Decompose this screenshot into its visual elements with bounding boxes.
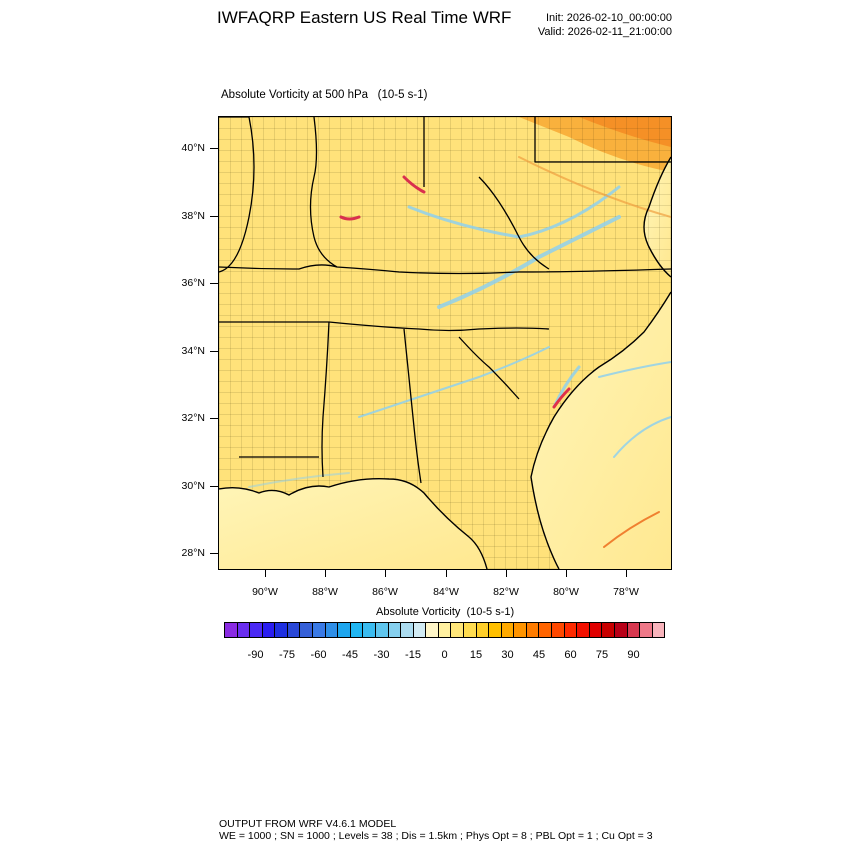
colorbar-swatch <box>300 623 314 637</box>
colorbar-swatch <box>401 623 414 637</box>
colorbar-swatch <box>640 623 653 637</box>
colorbar-swatch <box>350 623 364 637</box>
colorbar-swatch <box>614 623 628 637</box>
lat-label: 36°N <box>181 277 205 289</box>
lat-tick <box>210 283 218 284</box>
gulf-of-mexico <box>219 478 487 569</box>
colorbar-swatch <box>388 623 402 637</box>
vorticity-map <box>218 116 672 570</box>
colorbar-label: 90 <box>627 649 640 661</box>
colorbar <box>224 622 665 638</box>
colorbar-swatch <box>476 623 490 637</box>
lon-tick <box>265 570 266 577</box>
colorbar-swatch <box>577 623 590 637</box>
colorbar-swatch <box>325 623 339 637</box>
lon-tick <box>325 570 326 577</box>
lon-label: 88°W <box>312 586 338 598</box>
colorbar-swatch <box>552 623 565 637</box>
colorbar-swatch <box>225 623 238 637</box>
colorbar-swatch <box>375 623 389 637</box>
lon-label: 90°W <box>252 586 278 598</box>
lat-tick <box>210 351 218 352</box>
colorbar-label: -90 <box>247 649 264 661</box>
valid-time: Valid: 2026-02-11_21:00:00 <box>537 26 672 38</box>
colorbar-swatch <box>451 623 464 637</box>
lon-label: 80°W <box>553 586 579 598</box>
lon-tick <box>626 570 627 577</box>
colorbar-label: 30 <box>501 649 514 661</box>
lon-label: 84°W <box>433 586 459 598</box>
colorbar-swatch <box>589 623 603 637</box>
footer-model-info: OUTPUT FROM WRF V4.6.1 MODEL <box>219 818 397 830</box>
colorbar-swatch <box>237 623 251 637</box>
colorbar-label: 45 <box>532 649 546 661</box>
colorbar-swatch <box>602 623 615 637</box>
lon-label: 86°W <box>372 586 398 598</box>
map-subtitle: Absolute Vorticity at 500 hPa (10-5 s-1) <box>221 89 428 101</box>
colorbar-swatch <box>338 623 351 637</box>
lat-label: 34°N <box>181 345 205 357</box>
colorbar-swatch <box>564 623 578 637</box>
lat-tick <box>210 148 218 149</box>
colorbar-swatch <box>426 623 439 637</box>
colorbar-label: -75 <box>279 649 295 661</box>
lon-tick <box>506 570 507 577</box>
lon-tick <box>385 570 386 577</box>
colorbar-swatch <box>489 623 502 637</box>
colorbar-swatch <box>313 623 326 637</box>
lon-tick <box>446 570 447 577</box>
colorbar-label: 0 <box>441 649 448 661</box>
colorbar-label: -30 <box>373 649 390 661</box>
lon-label: 78°W <box>613 586 639 598</box>
lat-label: 30°N <box>181 480 205 492</box>
lat-tick <box>210 486 218 487</box>
county-lines <box>219 117 671 569</box>
colorbar-label: 60 <box>564 649 577 661</box>
init-time: Init: 2026-02-10_00:00:00 <box>546 12 672 24</box>
colorbar-swatch <box>250 623 263 637</box>
lat-label: 40°N <box>181 142 205 154</box>
lat-label: 38°N <box>181 210 205 222</box>
lat-label: 32°N <box>181 412 205 424</box>
atlantic-ocean <box>531 292 671 569</box>
colorbar-label: -45 <box>342 649 358 661</box>
lat-tick <box>210 553 218 554</box>
lon-label: 82°W <box>493 586 519 598</box>
colorbar-swatch <box>526 623 540 637</box>
lat-tick <box>210 216 218 217</box>
colorbar-label: 15 <box>469 649 483 661</box>
colorbar-swatch <box>501 623 515 637</box>
map-canvas <box>219 117 671 569</box>
colorbar-label: 75 <box>595 649 609 661</box>
colorbar-swatch <box>413 623 427 637</box>
high-vorticity-streaks <box>339 156 671 548</box>
coastline <box>219 156 671 569</box>
colorbar-swatch <box>438 623 452 637</box>
colorbar-title: Absolute Vorticity (10-5 s-1) <box>376 606 515 618</box>
colorbar-swatch <box>539 623 553 637</box>
lat-label: 28°N <box>181 547 205 559</box>
colorbar-swatch <box>363 623 376 637</box>
colorbar-swatch <box>652 623 665 637</box>
colorbar-swatch <box>287 623 301 637</box>
colorbar-label: -15 <box>405 649 421 661</box>
lon-tick <box>566 570 567 577</box>
colorbar-swatch <box>463 623 477 637</box>
footer-config-info: WE = 1000 ; SN = 1000 ; Levels = 38 ; Di… <box>219 830 653 842</box>
colorbar-swatch <box>262 623 276 637</box>
state-borders <box>219 117 671 484</box>
colorbar-swatch <box>514 623 527 637</box>
colorbar-label: -60 <box>310 649 327 661</box>
page-title: IWFAQRP Eastern US Real Time WRF <box>217 8 512 27</box>
colorbar-swatch <box>275 623 288 637</box>
lat-tick <box>210 418 218 419</box>
colorbar-swatch <box>627 623 641 637</box>
